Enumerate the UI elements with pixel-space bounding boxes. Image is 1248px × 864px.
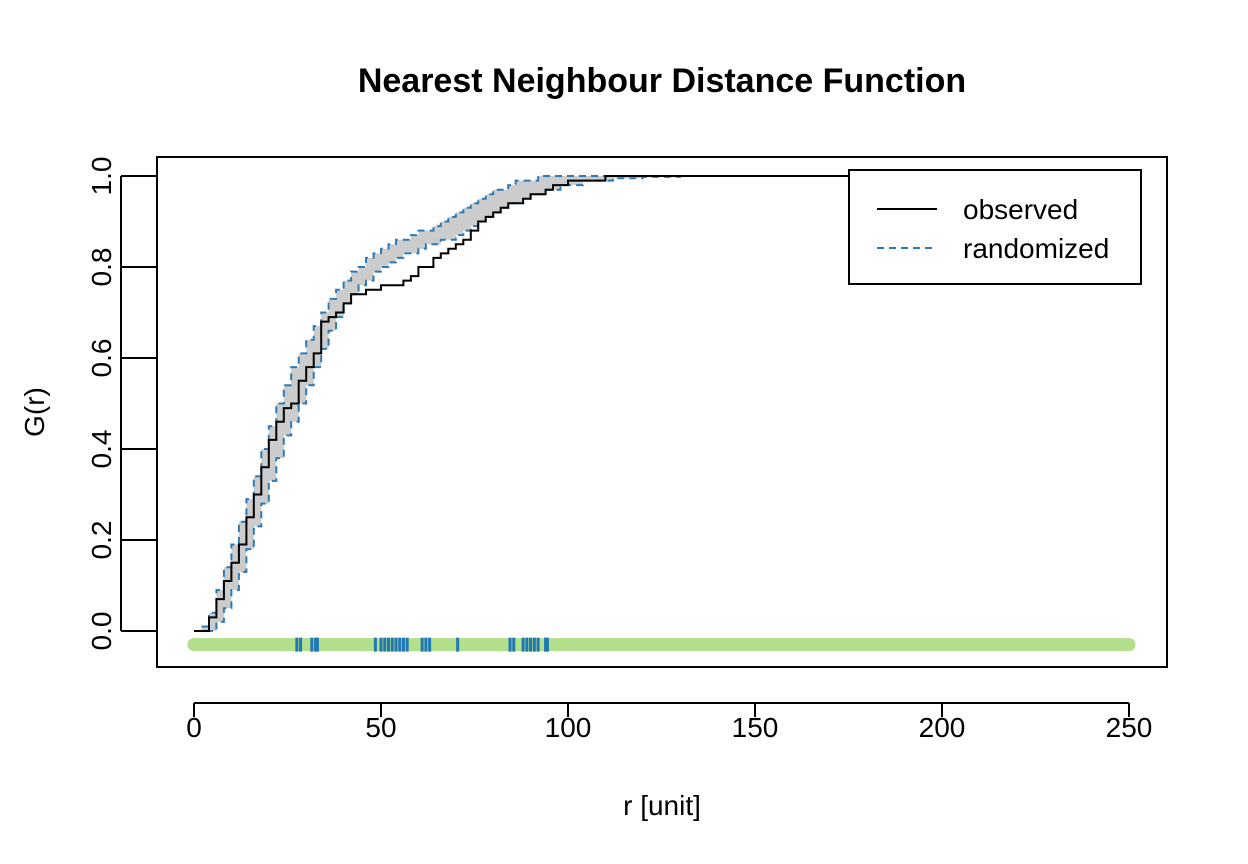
y-tick-label: 0.6 [86,339,117,378]
legend-label-randomized: randomized [963,233,1109,264]
legend-label-observed: observed [963,194,1078,225]
legend: observed randomized [848,169,1142,285]
series-line-observed [194,175,1129,632]
x-tick-label: 100 [545,712,592,743]
chart-title: Nearest Neighbour Distance Function [358,62,966,100]
series-line-randomized-upper [194,175,1129,632]
y-axis-label: G(r) [19,387,50,437]
x-axis-label: r [unit] [623,790,701,821]
y-tick-label: 1.0 [86,157,117,196]
x-tick-label: 0 [186,712,202,743]
legend-box [848,169,1142,285]
x-tick-label: 200 [919,712,966,743]
y-tick-label: 0.2 [86,521,117,560]
y-tick-label: 0.0 [86,612,117,651]
plot-frame [156,156,1168,668]
y-tick-label: 0.8 [86,248,117,287]
plot-area: 0 50 100 150 200 250 0.0 0.2 0.4 0.6 0.8 1.0 [86,157,1152,743]
x-tick-label: 50 [365,712,396,743]
x-tick-label: 250 [1106,712,1153,743]
x-tick-label: 150 [732,712,779,743]
series-line-randomized-lower [194,175,1129,632]
y-tick-label: 0.4 [86,430,117,469]
